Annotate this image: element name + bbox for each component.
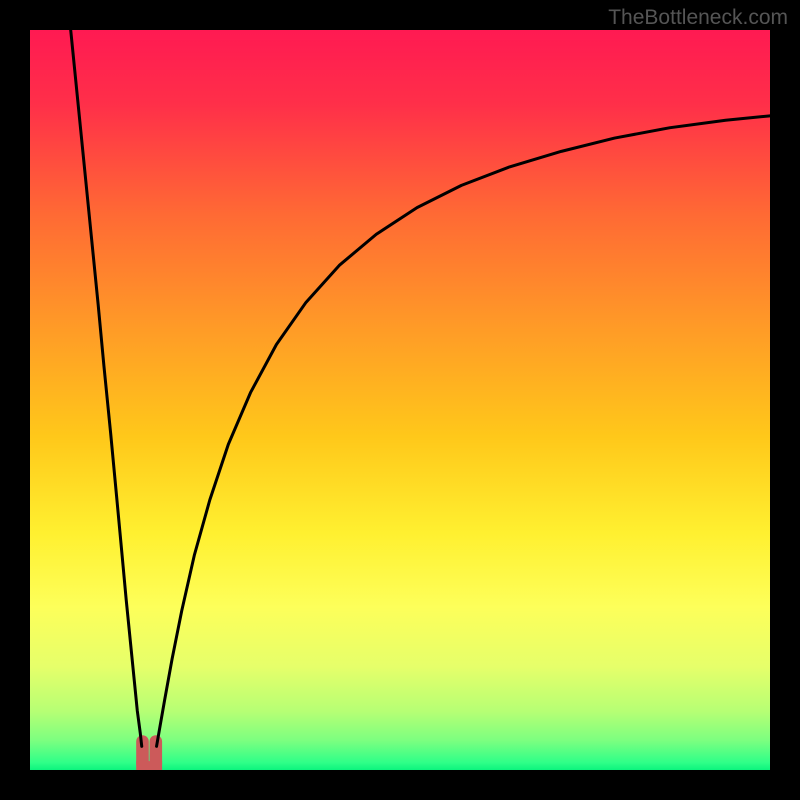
chart-svg <box>30 30 770 770</box>
plot-area <box>30 30 770 770</box>
chart-frame: TheBottleneck.com <box>0 0 800 800</box>
watermark-text: TheBottleneck.com <box>608 6 788 30</box>
